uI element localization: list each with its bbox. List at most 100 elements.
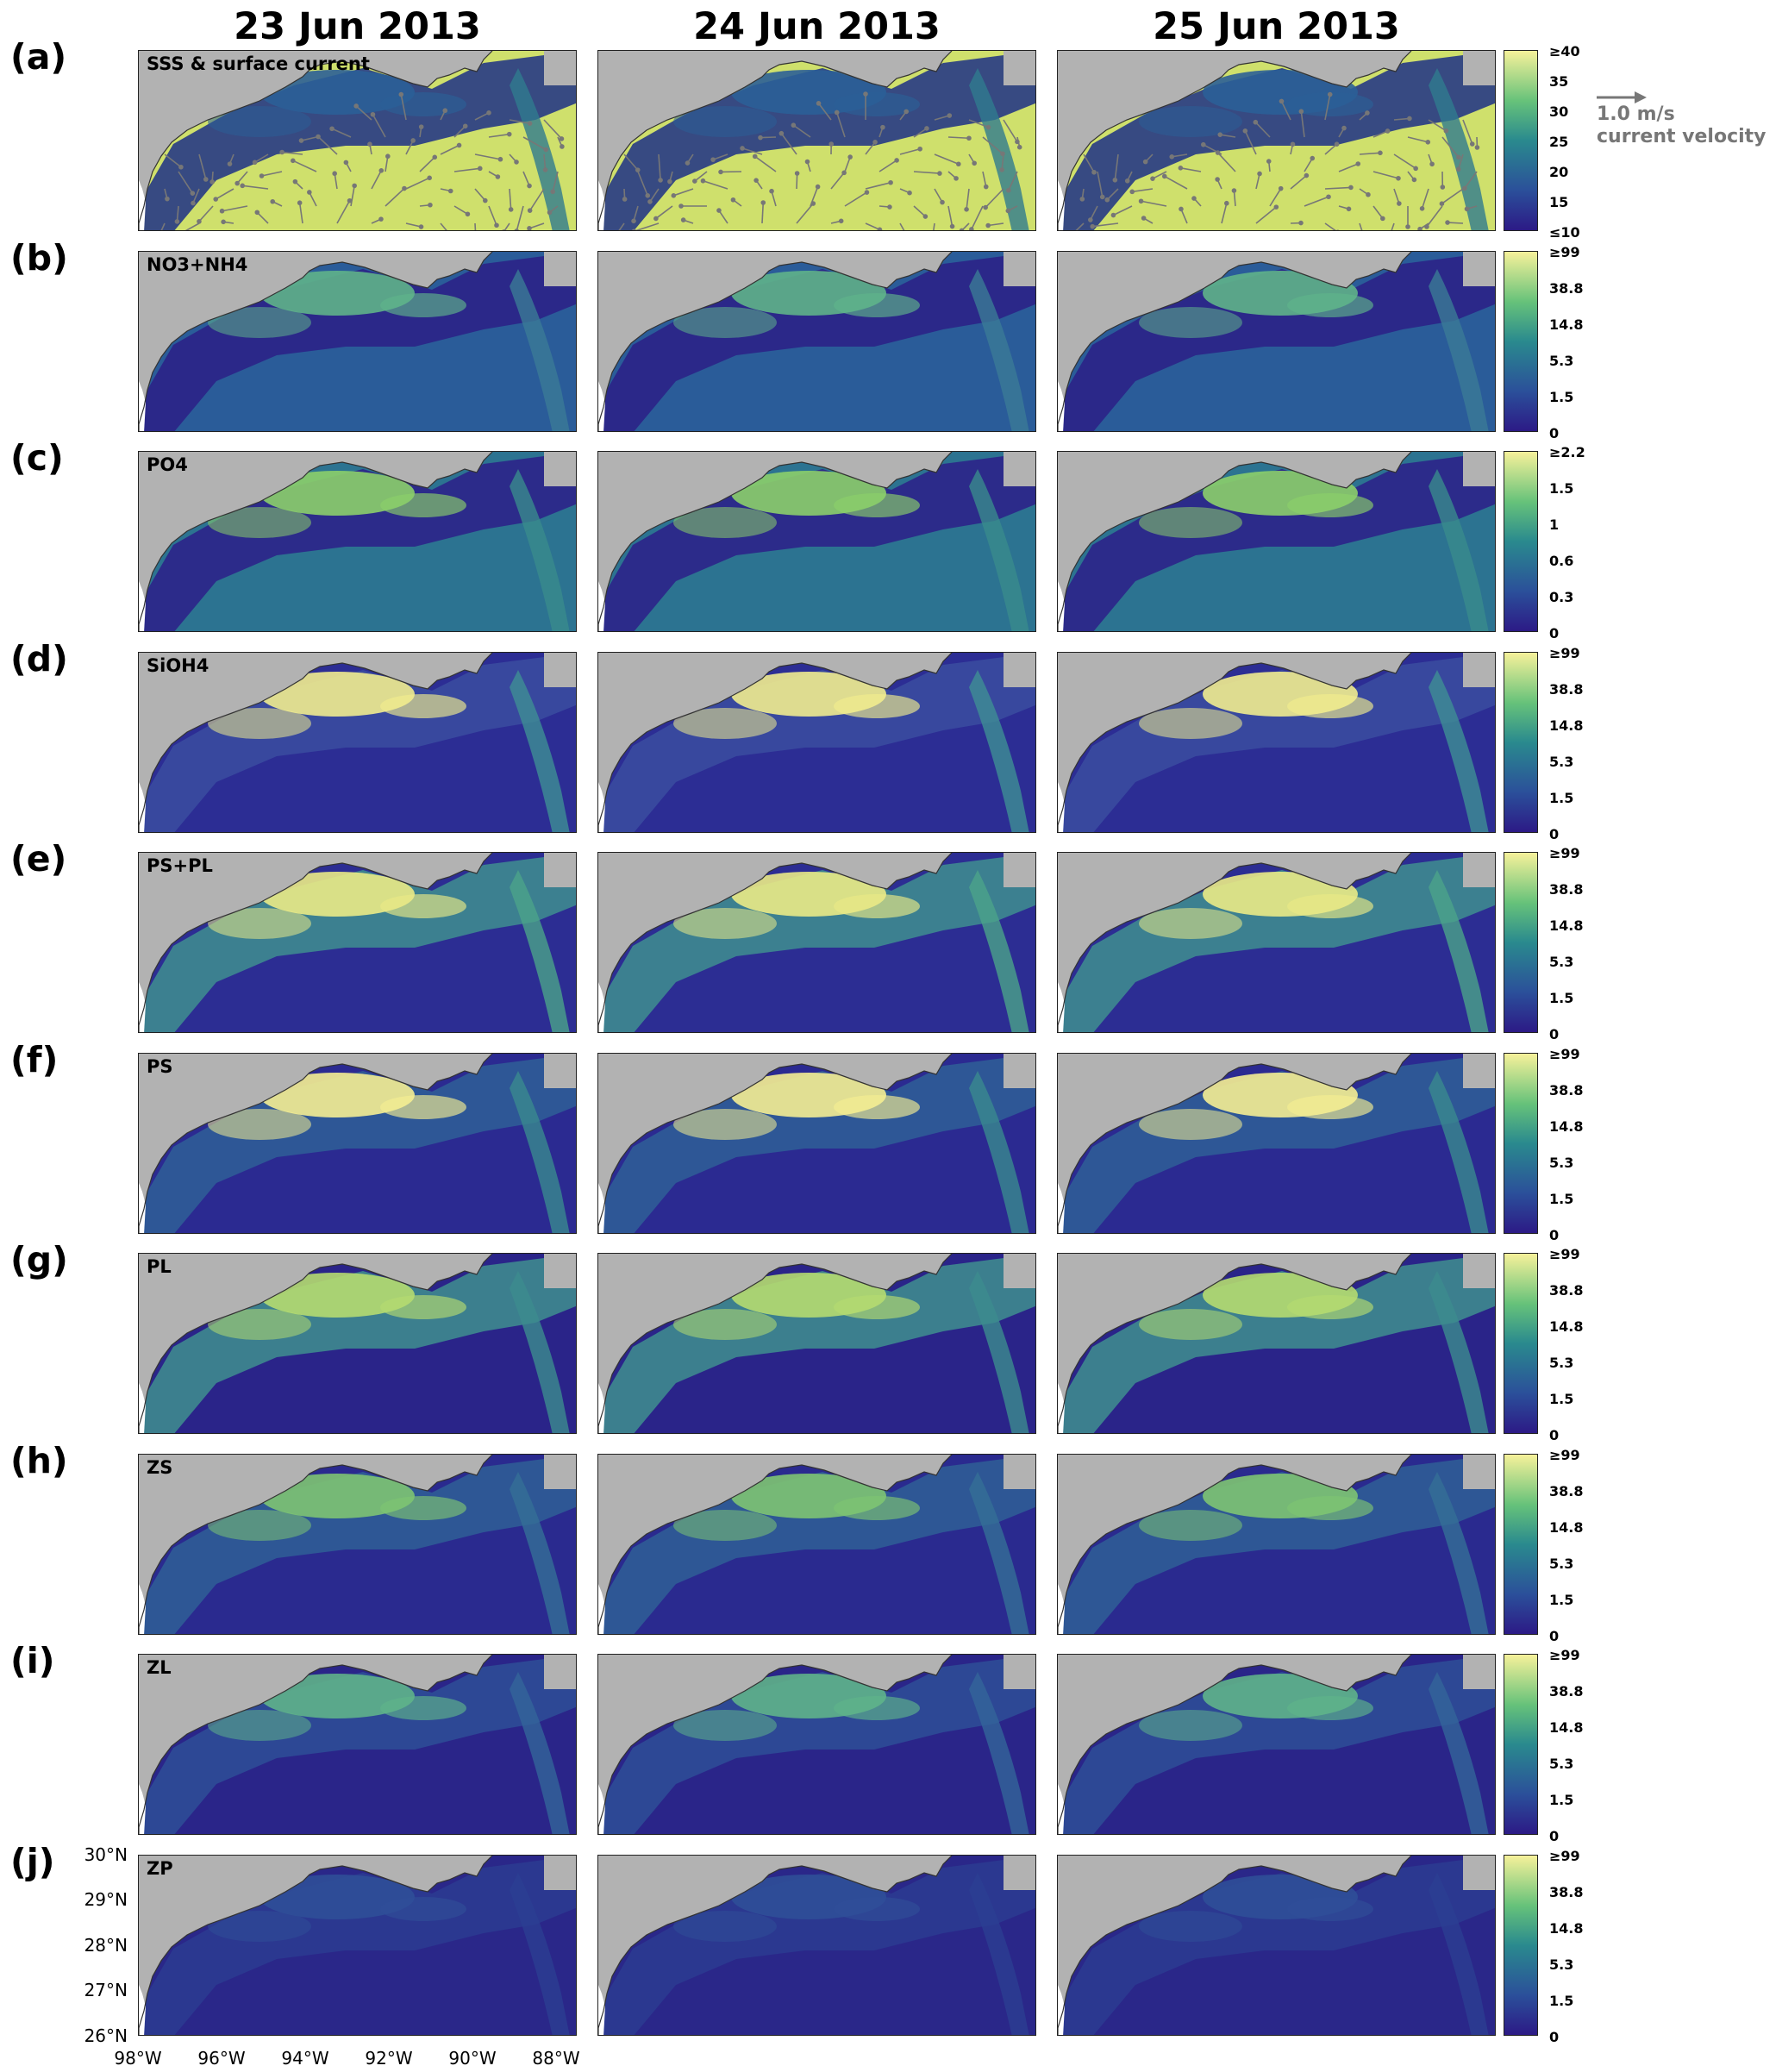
colorbar-silicate [1504,651,1538,833]
map-field [139,452,576,631]
row-tag-2: (b) [10,236,68,279]
map-field [139,51,576,230]
row-tag-5: (e) [10,838,67,880]
map-panel-zoo_pred-1: ZP [138,1854,577,2036]
map-field [598,51,1035,230]
map-panel-zoo_pred-3 [1057,1854,1496,2036]
colorbar-tick: 1.5 [1549,480,1574,497]
colorbar-tick: 38.8 [1549,881,1584,898]
longitude-tick: 94°W [281,2048,329,2069]
map-field [1058,652,1495,832]
map-panel-nitrate-3 [1057,250,1496,432]
colorbar-tick: 1.5 [1549,990,1574,1006]
colorbar-tick: 38.8 [1549,1081,1584,1099]
colorbar-phyto_small [1504,1052,1538,1234]
column-title-3: 25 Jun 2013 [1153,5,1400,48]
map-field [598,251,1035,431]
colorbar-tick: ≥40 [1549,43,1580,59]
colorbar-tick: 38.8 [1549,1282,1584,1299]
map-field [139,652,576,832]
colorbar-tick: 5.3 [1549,954,1574,970]
colorbar-tick: 0 [1549,424,1560,441]
colorbar-nitrate [1504,250,1538,432]
longitude-tick: 96°W [197,2048,246,2069]
map-field [1058,853,1495,1032]
variable-label: ZL [147,1657,172,1678]
map-panel-zoo_small-2 [597,1453,1036,1635]
colorbar-tick: 0.6 [1549,553,1574,569]
colorbar-phosphate [1504,451,1538,632]
colorbar-tick: 5.3 [1549,753,1574,770]
map-field [1058,452,1495,631]
latitude-tick: 26°N [84,2025,128,2046]
map-panel-nitrate-1: NO3+NH4 [138,250,577,432]
map-field [598,1053,1035,1233]
row-tag-10: (j) [10,1840,55,1882]
row-tag-8: (h) [10,1439,68,1481]
map-panel-phyto_total-2 [597,852,1036,1033]
colorbar-zoo_small [1504,1453,1538,1635]
map-panel-salinity-1: SSS & surface current [138,50,577,231]
reference-speed: 1.0 m/s [1597,103,1675,125]
map-field [598,853,1035,1032]
map-panel-silicate-1: SiOH4 [138,651,577,833]
reference-caption: current velocity [1597,126,1766,147]
colorbar-tick: 1.5 [1549,1792,1574,1808]
colorbar-tick: 14.8 [1549,1318,1584,1335]
variable-label: SiOH4 [147,654,209,676]
map-panel-phosphate-2 [597,451,1036,632]
map-field [1058,51,1495,230]
colorbar-tick: ≥2.2 [1549,444,1585,460]
row-tag-3: (c) [10,437,64,479]
colorbar-tick: 14.8 [1549,1117,1584,1135]
colorbar-phyto_total [1504,852,1538,1033]
colorbar-tick: 0 [1549,1226,1560,1243]
colorbar-tick: ≥99 [1549,644,1580,661]
colorbar-tick: 14.8 [1549,1518,1584,1536]
map-field [598,652,1035,832]
colorbar-tick: ≤10 [1549,224,1580,241]
colorbar-tick: ≥99 [1549,1847,1580,1864]
colorbar-tick: 1.5 [1549,1591,1574,1608]
map-panel-zoo_small-1: ZS [138,1453,577,1635]
colorbar-tick: 14.8 [1549,1919,1584,1937]
map-field [1058,251,1495,431]
map-panel-phyto_large-1: PL [138,1253,577,1434]
colorbar-tick: 1.5 [1549,1391,1574,1407]
colorbar-tick: 30 [1549,103,1569,120]
map-field [1058,1254,1495,1433]
colorbar-tick: 38.8 [1549,1883,1584,1900]
colorbar-tick: 20 [1549,164,1569,180]
colorbar-tick: ≥99 [1549,845,1580,861]
colorbar-tick: 1.5 [1549,1992,1574,2009]
colorbar-tick: 14.8 [1549,316,1584,333]
colorbar-tick: 0 [1549,2028,1560,2045]
map-field [1058,1454,1495,1634]
colorbar-tick: 0.3 [1549,589,1574,605]
map-panel-nitrate-2 [597,250,1036,432]
map-field [139,1053,576,1233]
map-panel-zoo_small-3 [1057,1453,1496,1635]
map-field [139,1655,576,1834]
colorbar-tick: 0 [1549,1026,1560,1042]
colorbar-tick: 5.3 [1549,1355,1574,1371]
colorbar-tick: 5.3 [1549,1555,1574,1572]
map-panel-phosphate-3 [1057,451,1496,632]
map-field [139,251,576,431]
colorbar-tick: ≥99 [1549,1246,1580,1262]
colorbar-tick: 25 [1549,134,1569,150]
colorbar-salinity [1504,50,1538,231]
longitude-tick: 98°W [114,2048,162,2069]
map-field [598,1655,1035,1834]
map-field [598,1254,1035,1433]
map-panel-phyto_small-2 [597,1052,1036,1234]
map-field [139,853,576,1032]
column-title-1: 23 Jun 2013 [234,5,481,48]
map-panel-phyto_total-3 [1057,852,1496,1033]
variable-label: PL [147,1256,172,1277]
variable-label: SSS & surface current [147,53,370,74]
colorbar-zoo_large [1504,1654,1538,1835]
map-field [1058,1855,1495,2035]
latitude-tick: 29°N [84,1889,128,1910]
colorbar-tick: 38.8 [1549,279,1584,297]
